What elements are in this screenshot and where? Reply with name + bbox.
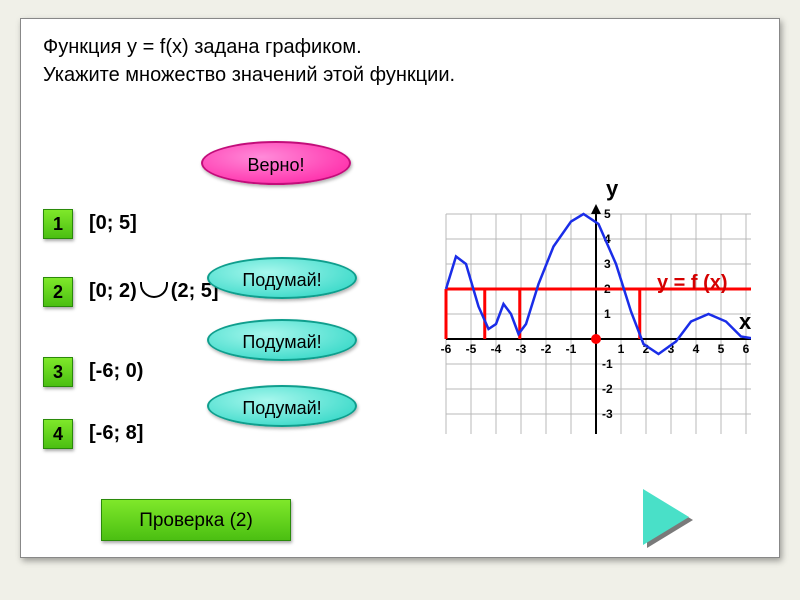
next-button[interactable] [641,489,701,549]
svg-text:4: 4 [693,342,700,356]
svg-text:-2: -2 [541,342,552,356]
think-pill-3: Подумай! [207,319,357,361]
option-button-3[interactable]: 3 [43,357,73,387]
function-chart: y х y = f (x) -6-5-4-3-2-11234567854321-… [351,194,751,434]
svg-text:5: 5 [604,207,611,221]
svg-text:-3: -3 [602,407,613,421]
svg-text:-4: -4 [602,432,613,434]
svg-text:3: 3 [604,257,611,271]
option-button-1[interactable]: 1 [43,209,73,239]
svg-text:-1: -1 [602,357,613,371]
svg-text:-6: -6 [441,342,452,356]
svg-text:1: 1 [618,342,625,356]
think-pill-4: Подумай! [207,385,357,427]
function-label: y = f (x) [657,272,728,295]
svg-text:-4: -4 [491,342,502,356]
option-button-4[interactable]: 4 [43,419,73,449]
svg-text:6: 6 [743,342,750,356]
axis-label-x: х [739,309,751,335]
check-button[interactable]: Проверка (2) [101,499,291,541]
svg-text:-5: -5 [466,342,477,356]
option-label-1: [0; 5] [89,212,137,235]
option-button-2[interactable]: 2 [43,277,73,307]
svg-text:-3: -3 [516,342,527,356]
chart-svg: -6-5-4-3-2-11234567854321-1-2-3-4 [351,194,751,434]
svg-text:-1: -1 [566,342,577,356]
option-label-4: [-6; 8] [89,422,143,445]
question-line1: Функция у = f(x) задана графиком. [43,33,455,61]
svg-text:-2: -2 [602,382,613,396]
svg-text:1: 1 [604,307,611,321]
axis-label-y: y [606,176,618,202]
option-label-3: [-6; 0) [89,360,143,383]
correct-pill: Верно! [201,141,351,185]
question-line2: Укажите множество значений этой функции. [43,61,455,89]
svg-text:5: 5 [718,342,725,356]
option-label-2: [0; 2)(2; 5] [89,280,219,303]
think-pill-2: Подумай! [207,257,357,299]
